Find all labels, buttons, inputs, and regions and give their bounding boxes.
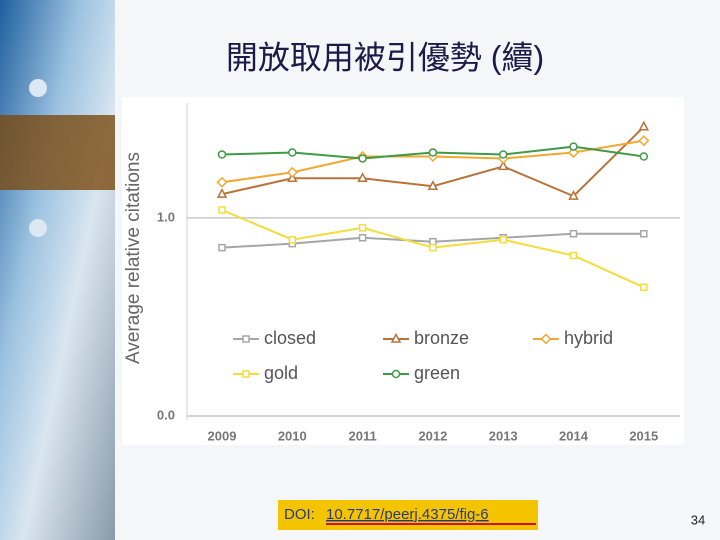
doi-label: DOI: — [284, 506, 315, 523]
point-marker — [216, 176, 228, 188]
x-tick-label: 2009 — [208, 428, 237, 443]
x-tick-label: 2013 — [489, 428, 518, 443]
x-tick-label: 2011 — [348, 428, 376, 443]
side-image — [0, 115, 115, 190]
side-decoration — [0, 0, 115, 540]
point-marker — [429, 243, 437, 252]
point-marker — [428, 148, 438, 157]
legend-marker — [390, 332, 402, 343]
point-marker — [569, 142, 578, 151]
legend-label: closed — [264, 328, 316, 348]
x-tick-label: 2012 — [418, 428, 447, 443]
point-marker — [498, 150, 508, 159]
doi-link[interactable]: 10.7717/peerj.4375/fig-6 — [326, 506, 489, 523]
point-marker — [640, 283, 648, 292]
legend-label: hybrid — [564, 328, 613, 348]
x-tick-label: 2010 — [278, 428, 307, 443]
legend-marker — [540, 333, 552, 345]
point-marker — [499, 235, 507, 244]
point-marker — [357, 172, 368, 183]
chart-area — [122, 97, 684, 445]
y-tick-label: 0.0 — [157, 407, 175, 422]
point-marker — [638, 120, 650, 131]
point-marker — [218, 243, 226, 252]
point-marker — [497, 160, 509, 171]
point-marker — [288, 235, 297, 244]
y-tick-label: 1.0 — [157, 209, 175, 224]
point-marker — [427, 180, 439, 190]
side-button — [29, 219, 47, 237]
point-marker — [288, 148, 297, 157]
legend-marker — [242, 335, 250, 343]
point-marker — [638, 135, 650, 147]
page-number: 34 — [691, 512, 705, 527]
x-tick-label: 2015 — [629, 428, 658, 443]
side-button — [29, 79, 47, 97]
legend-marker — [242, 370, 250, 378]
point-marker — [218, 206, 226, 214]
x-tick-label: 2014 — [559, 428, 589, 443]
legend-marker — [391, 369, 401, 379]
point-marker — [569, 251, 578, 260]
y-axis-label: Average relative citations — [123, 152, 144, 364]
legend-label: gold — [264, 363, 298, 383]
point-marker — [358, 154, 367, 163]
point-marker — [358, 224, 367, 232]
point-marker — [286, 166, 298, 178]
slide-title: 開放取用被引優勢 (續) — [226, 39, 544, 75]
point-marker — [216, 188, 228, 198]
point-marker — [429, 237, 437, 246]
point-marker — [358, 233, 367, 242]
legend-label: green — [414, 363, 460, 383]
legend-label: bronze — [414, 328, 469, 348]
point-marker — [639, 152, 649, 161]
point-marker — [569, 230, 578, 238]
point-marker — [640, 230, 648, 238]
point-marker — [567, 146, 580, 159]
point-marker — [217, 150, 227, 159]
point-marker — [568, 190, 579, 200]
